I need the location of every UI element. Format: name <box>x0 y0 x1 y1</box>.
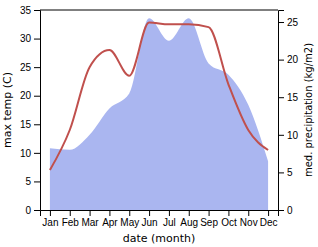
tick: 30 <box>20 33 40 44</box>
tick-mark <box>34 210 40 211</box>
tick: Jun <box>142 210 158 228</box>
tick-label: 5 <box>25 176 31 187</box>
tick: 35 <box>20 5 40 16</box>
tick: Dec <box>260 210 278 228</box>
y-axis-title: max temp (C) <box>1 72 14 148</box>
tick-label: Sep <box>200 217 218 228</box>
tick-mark <box>34 39 40 40</box>
tick-label: 35 <box>20 5 32 16</box>
tick-label: 25 <box>287 17 299 28</box>
tick: Jan <box>42 210 58 228</box>
tick-mark <box>278 172 284 173</box>
tick-mark <box>50 210 51 216</box>
plot-area <box>50 18 268 210</box>
tick-label: Dec <box>260 217 278 228</box>
tick-mark <box>278 97 284 98</box>
tick-mark <box>34 153 40 154</box>
tick-mark <box>278 60 284 61</box>
tick-label: 20 <box>20 90 32 101</box>
tick-label: May <box>120 217 139 228</box>
tick-label: 20 <box>287 54 299 65</box>
tick-label: 5 <box>287 167 293 178</box>
x-axis-title: date (month) <box>123 232 196 245</box>
tick: Apr <box>102 210 118 228</box>
tick: 5 <box>278 167 293 178</box>
tick-mark <box>34 67 40 68</box>
tick: Nov <box>240 210 258 228</box>
tick-label: 25 <box>20 62 32 73</box>
tick-mark <box>268 210 269 216</box>
y-axis: 0 5 10 15 20 25 30 35 <box>20 5 41 216</box>
tick-label: 15 <box>287 92 299 103</box>
chart: Jan FebMarAprMayJun Jul AugSepOctNovDec 0 5 10… <box>0 0 318 247</box>
tick-mark <box>278 22 284 23</box>
tick: 25 <box>278 17 299 28</box>
tick-mark <box>70 210 71 216</box>
tick-label: Aug <box>180 217 198 228</box>
tick: 15 <box>278 92 299 103</box>
tick-mark <box>228 210 229 216</box>
x-axis: Jan FebMarAprMayJun Jul AugSepOctNovDec <box>41 210 279 228</box>
tick-label: 10 <box>287 130 299 141</box>
tick-mark <box>129 210 130 216</box>
tick-label: Mar <box>81 217 99 228</box>
temp-line <box>50 23 268 170</box>
tick-mark <box>34 181 40 182</box>
y2-axis: 0 5 10 15 20 25 <box>278 11 299 216</box>
tick-label: 30 <box>20 33 32 44</box>
tick-label: Apr <box>102 217 118 228</box>
tick: 0 <box>278 205 293 216</box>
tick-label: 10 <box>20 148 32 159</box>
tick-mark <box>278 210 284 211</box>
tick-label: 0 <box>287 205 293 216</box>
tick-mark <box>169 210 170 216</box>
y2-axis-title: med. precipitation (kg/m2) <box>303 43 314 177</box>
tick-mark <box>109 210 110 216</box>
tick: Mar <box>81 210 99 228</box>
tick: Sep <box>200 210 218 228</box>
tick: 20 <box>278 54 299 65</box>
tick: 0 <box>25 205 40 216</box>
axis-line <box>41 211 279 217</box>
tick-label: Nov <box>240 217 258 228</box>
tick-mark <box>34 96 40 97</box>
tick: Aug <box>180 210 198 228</box>
tick-label: Oct <box>221 217 237 228</box>
precipitation-area <box>50 18 268 210</box>
tick-mark <box>248 210 249 216</box>
tick: May <box>120 210 139 228</box>
tick: Jul <box>163 210 176 228</box>
tick-label: Jul <box>163 217 176 228</box>
tick-label: 15 <box>20 119 32 130</box>
axis-line <box>279 11 285 211</box>
tick-mark <box>209 210 210 216</box>
frame-top <box>40 10 278 11</box>
tick-label: 0 <box>25 205 31 216</box>
tick-mark <box>34 10 40 11</box>
tick: 15 <box>20 119 40 130</box>
tick-label: Jan <box>42 217 58 228</box>
tick-label: Jun <box>142 217 158 228</box>
tick-mark <box>149 210 150 216</box>
tick: 5 <box>25 176 40 187</box>
tick: Oct <box>221 210 237 228</box>
tick: 25 <box>20 62 40 73</box>
axis-line <box>34 11 41 211</box>
tick-label: Feb <box>62 217 80 228</box>
tick: 10 <box>278 130 299 141</box>
tick-mark <box>90 210 91 216</box>
tick-mark <box>34 124 40 125</box>
tick: 10 <box>20 148 40 159</box>
tick: 20 <box>20 90 40 101</box>
tick: Feb <box>62 210 80 228</box>
tick-mark <box>278 135 284 136</box>
tick-mark <box>189 210 190 216</box>
